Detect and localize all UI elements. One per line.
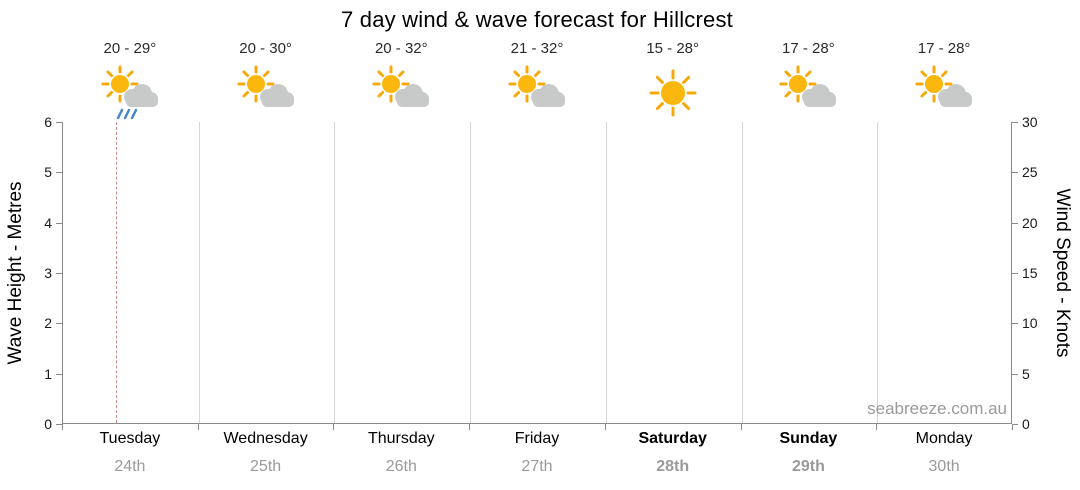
date-label: 28th bbox=[656, 458, 690, 475]
wind-tick-mark bbox=[1012, 172, 1018, 174]
watermark: seabreeze.com.au bbox=[867, 399, 1007, 418]
day-label: Friday bbox=[514, 430, 560, 447]
day-gridline bbox=[605, 122, 607, 423]
wind-tick-label: 30 bbox=[1022, 114, 1038, 130]
date-label: 27th bbox=[521, 458, 553, 475]
date-label: 29th bbox=[791, 458, 825, 475]
wind-tick-label: 25 bbox=[1022, 164, 1038, 181]
day-tick-mark bbox=[1012, 424, 1013, 430]
wave-tick-mark bbox=[56, 222, 62, 224]
day-gridline bbox=[470, 122, 472, 423]
sun-cloud-icon bbox=[233, 64, 299, 122]
sun-cloud-glyph bbox=[372, 65, 430, 107]
sun-cloud-glyph bbox=[779, 65, 837, 107]
day-tick-mark bbox=[333, 424, 335, 430]
wave-tick-mark bbox=[56, 424, 62, 425]
wave-tick-mark bbox=[56, 172, 62, 174]
wind-tick-label: 0 bbox=[1022, 416, 1030, 432]
day-label: Wednesday bbox=[223, 430, 308, 447]
day-gridline bbox=[741, 122, 743, 423]
sun-glyph bbox=[649, 69, 697, 117]
wind-tick-label: 15 bbox=[1022, 265, 1038, 281]
sun-icon bbox=[640, 64, 706, 122]
wind-tick-mark bbox=[1012, 222, 1018, 224]
day-gridline bbox=[877, 122, 879, 423]
temp-range-label: 20 - 32° bbox=[374, 40, 428, 57]
date-label: 26th bbox=[385, 458, 417, 475]
wave-tick-label: 3 bbox=[44, 265, 52, 281]
temp-range-label: 20 - 29° bbox=[103, 40, 157, 57]
wave-tick-label: 2 bbox=[44, 315, 52, 332]
wave-tick-label: 5 bbox=[44, 164, 52, 181]
wave-tick-mark bbox=[56, 122, 62, 123]
wave-tick-label: 6 bbox=[44, 114, 52, 130]
wind-tick-mark bbox=[1012, 273, 1018, 274]
day-label: Saturday bbox=[638, 430, 707, 447]
plot-area bbox=[62, 122, 1012, 424]
day-label: Thursday bbox=[367, 430, 435, 447]
temp-range-label: 17 - 28° bbox=[782, 40, 835, 57]
day-tick-mark bbox=[469, 424, 471, 430]
sun-cloud-icon bbox=[775, 64, 841, 122]
wave-tick-label: 4 bbox=[44, 214, 52, 231]
wind-tick-label: 5 bbox=[1022, 365, 1030, 382]
sun-cloud-icon bbox=[368, 64, 434, 122]
current-time-line bbox=[116, 122, 117, 423]
day-label: Monday bbox=[915, 430, 973, 447]
wind-tick-label: 10 bbox=[1022, 315, 1038, 332]
temp-range-label: 17 - 28° bbox=[917, 40, 971, 57]
temp-range-label: 21 - 32° bbox=[510, 40, 564, 57]
sun-cloud-glyph bbox=[237, 65, 294, 107]
sun-cloud-glyph bbox=[915, 65, 973, 107]
day-gridline bbox=[334, 122, 336, 423]
chart-title: 7 day wind & wave forecast for Hillcrest bbox=[341, 7, 733, 32]
wind-tick-label: 20 bbox=[1022, 214, 1038, 231]
sun-cloud-icon bbox=[911, 64, 977, 122]
sun-cloud-rain-icon bbox=[97, 64, 163, 122]
wind-tick-mark bbox=[1012, 373, 1018, 375]
sun-cloud-glyph bbox=[508, 65, 565, 107]
temp-range-label: 15 - 28° bbox=[646, 40, 700, 57]
sun-cloud-rain-glyph bbox=[101, 65, 158, 120]
day-gridline bbox=[198, 122, 200, 423]
wave-tick-label: 0 bbox=[44, 416, 52, 432]
wave-tick-mark bbox=[56, 323, 62, 325]
date-label: 30th bbox=[928, 458, 960, 475]
day-label: Sunday bbox=[779, 430, 838, 447]
wave-tick-mark bbox=[56, 373, 62, 375]
day-tick-mark bbox=[740, 424, 742, 430]
day-tick-mark bbox=[62, 424, 63, 430]
wind-tick-mark bbox=[1012, 122, 1018, 123]
day-tick-mark bbox=[604, 424, 606, 430]
wind-tick-mark bbox=[1012, 424, 1018, 425]
wind-tick-mark bbox=[1012, 323, 1018, 325]
date-label: 24th bbox=[114, 458, 146, 475]
day-tick-mark bbox=[197, 424, 199, 430]
sun-cloud-icon bbox=[504, 64, 570, 122]
temp-range-label: 20 - 30° bbox=[239, 40, 292, 57]
day-label: Tuesday bbox=[99, 430, 161, 447]
wave-tick-label: 1 bbox=[44, 365, 52, 382]
day-tick-mark bbox=[876, 424, 878, 430]
wave-tick-mark bbox=[56, 273, 62, 274]
date-label: 25th bbox=[250, 458, 282, 475]
